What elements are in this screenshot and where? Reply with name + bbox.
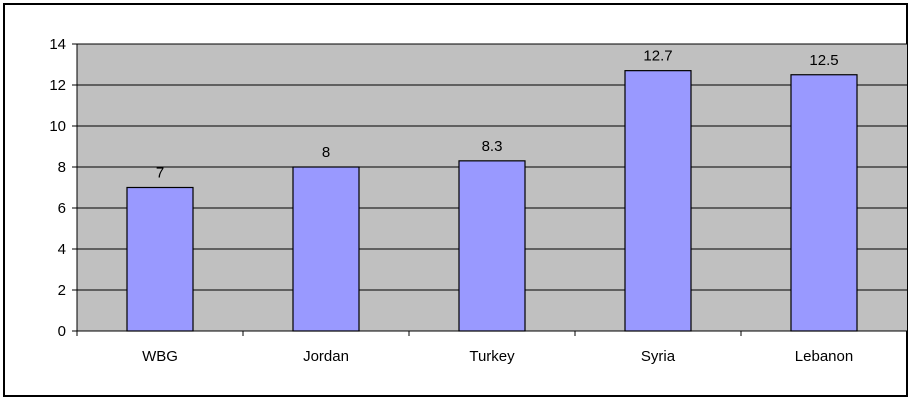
- data-label: 8: [322, 144, 330, 161]
- bar-turkey: [458, 160, 526, 332]
- data-label: 12.7: [643, 48, 672, 65]
- x-tick-label: WBG: [142, 348, 178, 365]
- bar-jordan: [292, 166, 360, 332]
- bar-wbg: [126, 186, 194, 332]
- y-tick-label: 12: [49, 77, 66, 94]
- x-tick-label: Lebanon: [795, 348, 853, 365]
- data-label: 12.5: [809, 52, 838, 69]
- y-tick-label: 6: [58, 200, 66, 217]
- y-tick-label: 0: [58, 323, 66, 340]
- y-tick-label: 10: [49, 118, 66, 135]
- bar-lebanon: [790, 74, 858, 332]
- data-label: 7: [156, 165, 164, 182]
- y-tick-label: 2: [58, 282, 66, 299]
- y-tick-label: 14: [49, 36, 66, 53]
- x-tick-label: Jordan: [303, 348, 349, 365]
- data-label: 8.3: [482, 138, 503, 155]
- x-tick-label: Syria: [641, 348, 676, 365]
- x-tick-label: Turkey: [469, 348, 515, 365]
- y-tick-label: 8: [58, 159, 66, 176]
- y-tick-label: 4: [58, 241, 66, 258]
- bar-syria: [624, 70, 692, 332]
